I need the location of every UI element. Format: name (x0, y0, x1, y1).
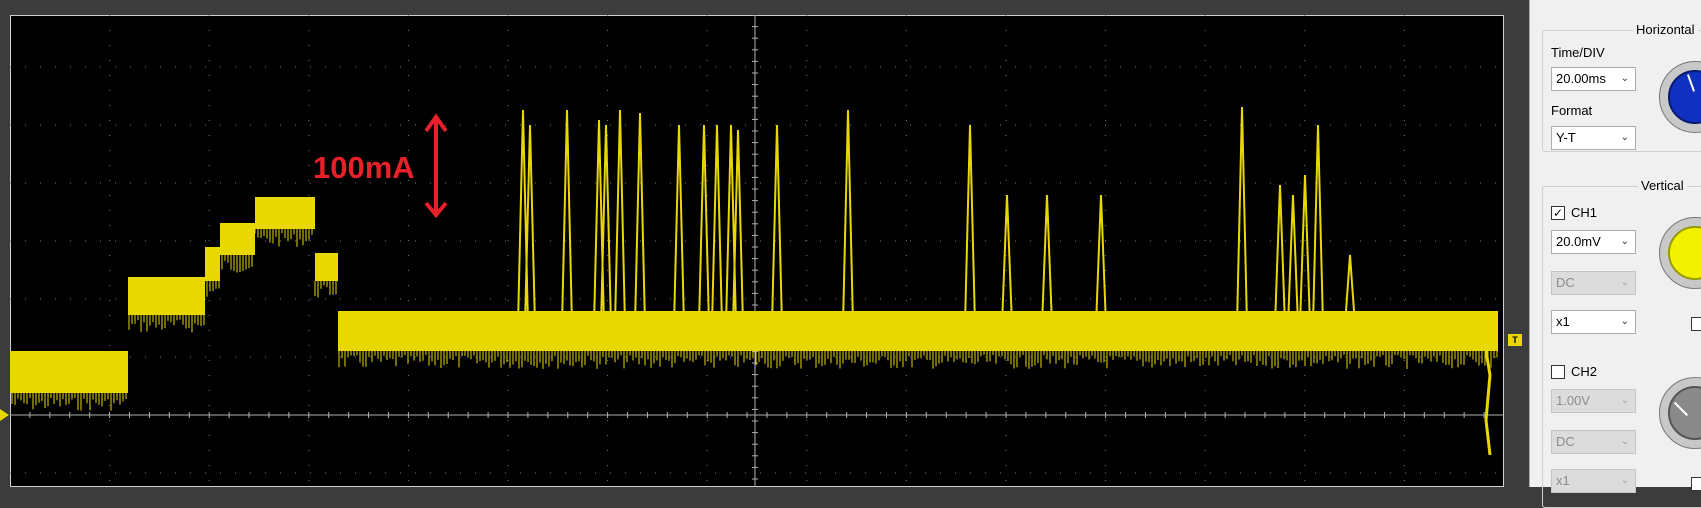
annotation-label: 100mA (313, 150, 415, 185)
ch2-volts-knob-icon[interactable] (1659, 377, 1701, 449)
chevron-down-icon: ⌄ (1620, 236, 1629, 247)
time-div-label: Time/DIV (1551, 45, 1605, 60)
ch1-volts-div-select[interactable]: 20.0mV ⌄ (1551, 230, 1636, 254)
knob-dial (1668, 226, 1701, 280)
chevron-down-icon: ⌄ (1620, 316, 1629, 327)
ch2-volts-div-select[interactable]: 1.00V ⌄ (1551, 389, 1636, 413)
knob-pointer (1686, 74, 1696, 92)
ch1-checkbox[interactable]: ✓ (1551, 206, 1565, 220)
ch1-coupling-value: DC (1556, 275, 1575, 290)
chevron-down-icon: ⌄ (1620, 395, 1629, 406)
horizontal-title: Horizontal (1633, 22, 1698, 37)
time-div-value: 20.00ms (1556, 71, 1606, 86)
time-div-select[interactable]: 20.00ms ⌄ (1551, 67, 1636, 91)
ch1-volts-div-value: 20.0mV (1556, 234, 1601, 249)
ch1-trace (10, 106, 1498, 456)
ch1-level-marker[interactable] (0, 409, 9, 421)
ch1-coupling-select[interactable]: DC ⌄ (1551, 271, 1636, 295)
ch2-volts-div-value: 1.00V (1556, 393, 1590, 408)
chevron-down-icon: ⌄ (1620, 475, 1629, 486)
ch2-label: CH2 (1571, 364, 1598, 379)
ch1-probe-select[interactable]: x1 ⌄ (1551, 310, 1636, 334)
knob-dial (1668, 70, 1701, 124)
ch1-invert-checkbox[interactable] (1691, 317, 1701, 331)
knob-dial (1668, 386, 1701, 440)
trigger-level-marker[interactable]: T (1508, 334, 1522, 346)
horizontal-group: Horizontal Time/DIV 20.00ms ⌄ Format Y-T… (1542, 22, 1701, 152)
chevron-down-icon: ⌄ (1620, 73, 1629, 84)
ch2-coupling-value: DC (1556, 434, 1575, 449)
ch2-probe-select[interactable]: x1 ⌄ (1551, 469, 1636, 493)
ch2-coupling-select[interactable]: DC ⌄ (1551, 430, 1636, 454)
vertical-group: Vertical ✓ CH1 20.0mV ⌄ DC ⌄ x1 ⌄ CH2 1.… (1542, 178, 1701, 508)
ch2-checkbox[interactable] (1551, 365, 1565, 379)
chevron-down-icon: ⌄ (1620, 132, 1629, 143)
chevron-down-icon: ⌄ (1620, 436, 1629, 447)
control-panel: Horizontal Time/DIV 20.00ms ⌄ Format Y-T… (1529, 0, 1701, 508)
ch1-volts-knob-icon[interactable] (1659, 217, 1701, 289)
format-select[interactable]: Y-T ⌄ (1551, 126, 1636, 150)
ch2-invert-checkbox[interactable] (1691, 477, 1701, 491)
knob-pointer (1673, 401, 1689, 417)
ch1-label: CH1 (1571, 205, 1598, 220)
annotation-arrow (424, 113, 448, 219)
ch2-probe-value: x1 (1556, 473, 1570, 488)
waveform-canvas (10, 15, 1504, 487)
waveform-screen[interactable] (10, 15, 1504, 487)
format-value: Y-T (1556, 130, 1576, 145)
vertical-title: Vertical (1638, 178, 1687, 193)
format-label: Format (1551, 103, 1593, 118)
time-div-knob-icon[interactable] (1659, 61, 1701, 133)
chevron-down-icon: ⌄ (1620, 277, 1629, 288)
oscilloscope-frame: T 100mA (0, 15, 1522, 487)
ch1-probe-value: x1 (1556, 314, 1570, 329)
